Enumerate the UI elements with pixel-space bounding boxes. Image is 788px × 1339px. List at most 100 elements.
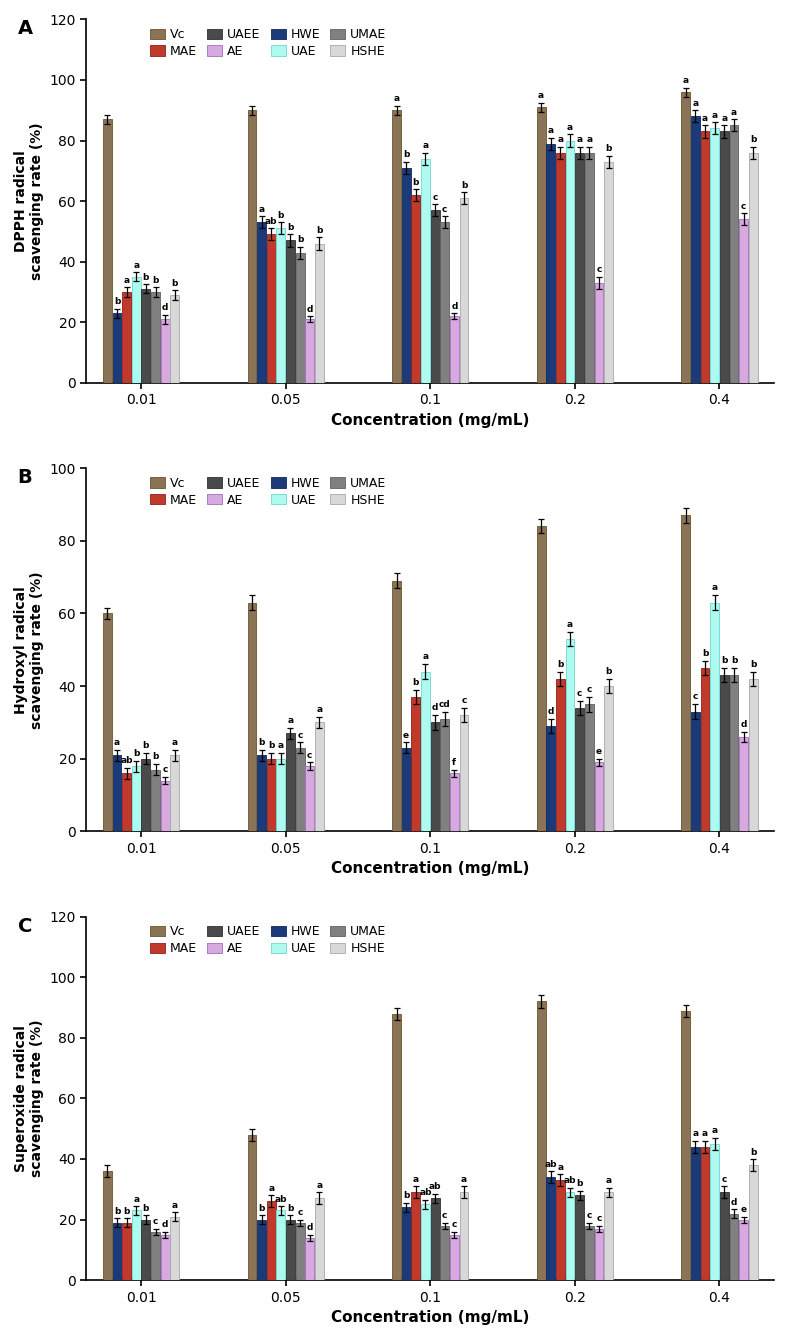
- Text: c: c: [722, 1174, 727, 1184]
- Bar: [701, 131, 709, 383]
- Bar: [537, 1002, 545, 1280]
- X-axis label: Concentration (mg/mL): Concentration (mg/mL): [331, 412, 530, 428]
- Text: a: a: [693, 1129, 698, 1138]
- Bar: [392, 1014, 401, 1280]
- Bar: [749, 1165, 757, 1280]
- Text: b: b: [297, 236, 303, 244]
- Bar: [392, 110, 401, 383]
- Text: a: a: [702, 1129, 708, 1138]
- Bar: [286, 1220, 295, 1280]
- Bar: [267, 234, 276, 383]
- Text: b: b: [288, 1204, 294, 1213]
- Text: b: b: [152, 753, 158, 762]
- Bar: [682, 516, 690, 832]
- Text: b: b: [152, 276, 158, 285]
- Bar: [720, 1192, 729, 1280]
- Text: b: b: [288, 224, 294, 232]
- Bar: [122, 1223, 131, 1280]
- Bar: [701, 668, 709, 832]
- Bar: [556, 679, 565, 832]
- Text: a: a: [577, 135, 583, 145]
- Bar: [556, 153, 565, 383]
- Bar: [585, 704, 593, 832]
- Bar: [257, 222, 266, 383]
- Text: b: b: [750, 660, 756, 668]
- Text: b: b: [113, 297, 120, 307]
- Bar: [277, 1210, 285, 1280]
- Text: a: a: [124, 276, 130, 285]
- Text: a: a: [413, 1174, 419, 1184]
- Bar: [392, 581, 401, 832]
- Text: d: d: [548, 707, 554, 716]
- Bar: [459, 715, 468, 832]
- Bar: [267, 1201, 276, 1280]
- Text: a: a: [288, 716, 294, 724]
- Text: b: b: [605, 145, 611, 153]
- Bar: [161, 781, 169, 832]
- Y-axis label: Hydroxyl radical
scavenging rate (%): Hydroxyl radical scavenging rate (%): [14, 570, 44, 728]
- Legend: Vc, MAE, UAEE, AE, HWE, UAE, UMAE, HSHE: Vc, MAE, UAEE, AE, HWE, UAE, UMAE, HSHE: [147, 923, 389, 957]
- Bar: [537, 526, 545, 832]
- Bar: [103, 119, 112, 383]
- Bar: [257, 755, 266, 832]
- Text: b: b: [461, 181, 467, 190]
- Bar: [749, 153, 757, 383]
- Text: a: a: [278, 742, 284, 750]
- Bar: [595, 762, 604, 832]
- Bar: [306, 766, 314, 832]
- Bar: [546, 1177, 556, 1280]
- Bar: [151, 770, 160, 832]
- Bar: [142, 289, 151, 383]
- Bar: [450, 1235, 459, 1280]
- Text: d: d: [432, 703, 438, 712]
- Text: c: c: [586, 1212, 592, 1220]
- Bar: [691, 116, 700, 383]
- Bar: [595, 283, 604, 383]
- Bar: [537, 107, 545, 383]
- Text: ab: ab: [563, 1177, 576, 1185]
- Text: b: b: [750, 135, 756, 145]
- Bar: [122, 774, 131, 832]
- Text: b: b: [258, 1204, 265, 1213]
- Text: C: C: [17, 917, 32, 936]
- Legend: Vc, MAE, UAEE, AE, HWE, UAE, UMAE, HSHE: Vc, MAE, UAEE, AE, HWE, UAE, UMAE, HSHE: [147, 25, 389, 60]
- Bar: [267, 759, 276, 832]
- Text: d: d: [741, 719, 747, 728]
- Text: a: a: [586, 135, 593, 145]
- Text: a: a: [712, 584, 718, 592]
- Text: c: c: [586, 686, 592, 694]
- Bar: [296, 253, 304, 383]
- Text: b: b: [557, 660, 563, 668]
- Text: b: b: [258, 738, 265, 747]
- Text: ab: ab: [121, 757, 133, 765]
- Text: b: b: [413, 178, 419, 186]
- Bar: [402, 167, 411, 383]
- Text: a: a: [133, 261, 139, 270]
- Bar: [739, 220, 748, 383]
- Bar: [411, 1192, 420, 1280]
- Text: a: a: [548, 126, 554, 135]
- Bar: [440, 1225, 449, 1280]
- Bar: [315, 1198, 324, 1280]
- Bar: [411, 195, 420, 383]
- Bar: [247, 1134, 256, 1280]
- Text: b: b: [172, 279, 178, 288]
- Text: d: d: [162, 1220, 169, 1229]
- Bar: [315, 244, 324, 383]
- Y-axis label: Superoxide radical
scavenging rate (%): Superoxide radical scavenging rate (%): [14, 1019, 44, 1177]
- Bar: [113, 313, 121, 383]
- Bar: [142, 759, 151, 832]
- Text: b: b: [577, 1180, 583, 1189]
- Text: b: b: [702, 649, 708, 657]
- Bar: [315, 723, 324, 832]
- Bar: [604, 1192, 613, 1280]
- Bar: [701, 1148, 709, 1280]
- Bar: [142, 1220, 151, 1280]
- Text: c: c: [297, 1208, 303, 1217]
- Text: a: a: [567, 123, 573, 133]
- Bar: [575, 1196, 584, 1280]
- Bar: [257, 1220, 266, 1280]
- Text: d: d: [452, 301, 458, 311]
- Text: a: a: [682, 76, 689, 86]
- Bar: [739, 1220, 748, 1280]
